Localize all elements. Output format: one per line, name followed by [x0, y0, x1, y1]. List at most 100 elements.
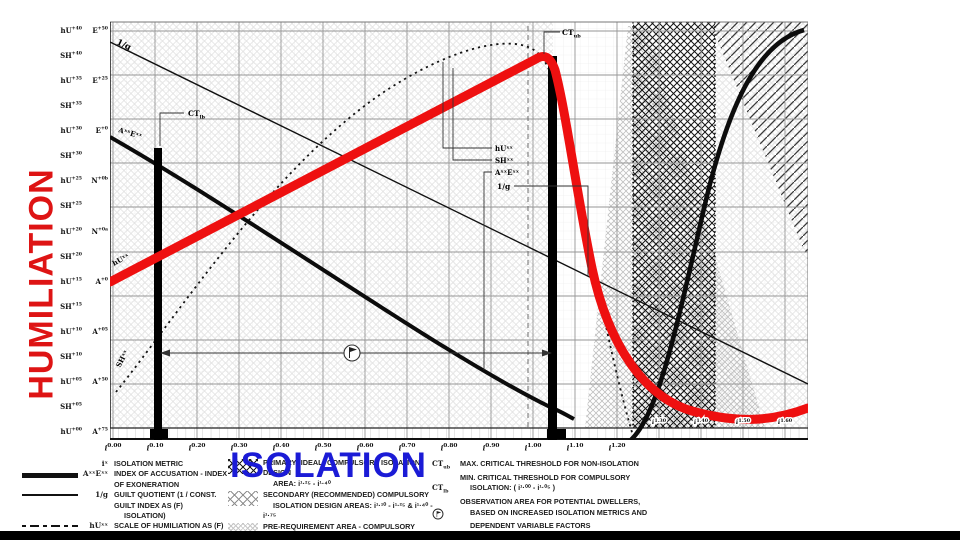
callout-g-label: 1/g	[497, 182, 511, 191]
y-label-secondary: A+75	[92, 427, 108, 437]
thin-line-swatch	[22, 493, 78, 496]
y-label-secondary: A+0	[95, 276, 108, 286]
y-axis-label-row: hU+25 N+0b	[50, 168, 112, 193]
arrowhead-right	[542, 349, 552, 357]
y-label-hu-sh: hU+30	[60, 126, 82, 136]
y-axis-label-row: SH+20	[50, 244, 112, 269]
callout-sh-label: SHˣˣ	[495, 156, 514, 165]
x-axis-tick: i0.40	[272, 443, 290, 453]
x-axis-tick: i0.80	[440, 443, 458, 453]
x-axis-tick: i0.70	[398, 443, 416, 453]
observer-icon	[432, 508, 444, 519]
y-label-secondary: N+0a	[91, 226, 108, 236]
thick-line-swatch	[22, 472, 78, 478]
diamond-hatch-swatch	[228, 491, 258, 507]
y-axis-label-row: hU+00 A+75	[50, 419, 112, 444]
y-axis-label-row: hU+30 E+0	[50, 118, 112, 143]
legend-row-guilt-quotient: 1/g GUILT QUOTIENT (1 / CONST. GUILT IND…	[22, 490, 228, 521]
x-tick-inside-160: i1.60	[778, 418, 793, 426]
y-axis-label-row: SH+40	[50, 43, 112, 68]
x-tick-inside-130: i1.30	[652, 418, 667, 426]
y-label-hu-sh: SH+20	[60, 251, 82, 261]
y-label-hu-sh: SH+35	[60, 101, 82, 111]
y-axis-label-row: hU+35 E+25	[50, 68, 112, 93]
y-label-hu-sh: SH+40	[60, 51, 82, 61]
y-label-hu-sh: SH+10	[60, 351, 82, 361]
y-axis-label-row: SH+25	[50, 193, 112, 218]
x-tick-inside-140: i1.40	[694, 418, 709, 426]
y-label-secondary: A+50	[92, 376, 108, 386]
legend-row-primary-area: PRIMARY (IDEAL) COMPULSORY ISOLATION DES…	[228, 458, 434, 489]
crosshatch-swatch	[228, 459, 258, 474]
y-label-hu-sh: hU+40	[60, 26, 82, 36]
y-label-hu-sh: hU+15	[60, 276, 82, 286]
ct-ub-label: CTub	[562, 28, 581, 40]
y-label-secondary: E+25	[92, 76, 108, 86]
x-axis-tick: i0.60	[356, 443, 374, 453]
y-label-hu-sh: hU+10	[60, 326, 82, 336]
y-label-hu-sh: SH+05	[60, 401, 82, 411]
x-axis-tick: i0.30	[230, 443, 248, 453]
callout-ae-label: AˣˣEˣˣ	[494, 168, 520, 177]
legend-row-ct-ub: CTub MAX. CRITICAL THRESHOLD FOR NON-ISO…	[432, 459, 639, 471]
legend-row-isolation-metric: iˣ ISOLATION METRIC	[101, 459, 184, 468]
x-axis-title: ISOLATION	[230, 446, 427, 485]
y-axis-label-row: SH+15	[50, 294, 112, 319]
humiliation-curve	[110, 52, 808, 424]
observer-icon-flag	[349, 347, 357, 358]
y-label-hu-sh: SH+25	[60, 201, 82, 211]
y-label-hu-sh: hU+05	[60, 376, 82, 386]
y-label-hu-sh: SH+15	[60, 301, 82, 311]
legend-row-ct-lb-line1: MIN. CRITICAL THRESHOLD FOR COMPULSORY	[460, 472, 631, 482]
dash-dot-line-swatch	[22, 524, 78, 527]
y-label-secondary: E+50	[92, 26, 108, 36]
y-label-hu-sh: hU+00	[60, 427, 82, 437]
x-axis-tick: i1.00	[524, 443, 542, 453]
y-label-hu-sh: SH+30	[60, 151, 82, 161]
y-label-hu-sh: hU+20	[60, 226, 82, 236]
guilt-quotient-line	[110, 41, 808, 385]
legend-row-observation-line2: BASED ON INCREASED ISOLATION METRICS AND	[432, 508, 682, 521]
ct-lb-label: CTlb	[188, 109, 205, 121]
x-axis-tick: i0.00	[104, 443, 122, 453]
y-axis-label-row: SH+30	[50, 143, 112, 168]
threshold-bar-right	[548, 56, 557, 440]
threshold-bar-left	[154, 148, 162, 440]
callout-hu-label: hUˣˣ	[495, 144, 514, 153]
primary-crosshatch-area	[633, 22, 715, 428]
observer-icon	[343, 344, 361, 362]
y-axis-label-row: SH+35	[50, 93, 112, 118]
x-axis-tick: i1.10	[566, 443, 584, 453]
x-axis-tick-labels: i0.00 i0.10 i0.20 i0.30 i0.40 i0.50 i0.60 i0.70…	[92, 443, 638, 452]
x-axis-tick: i0.10	[146, 443, 164, 453]
secondary-diagonal-area	[710, 22, 808, 260]
y-label-hu-sh: hU+25	[60, 176, 82, 186]
x-axis-tick: i0.90	[482, 443, 500, 453]
y-label-hu-sh: hU+35	[60, 76, 82, 86]
y-axis-label-row: hU+05 A+50	[50, 369, 112, 394]
chart-canvas: hUˣˣ SHˣˣ AˣˣEˣˣ 1/g CTub CTlb 1/g AˣˣEˣ…	[110, 21, 808, 440]
legend-left-column: iˣ ISOLATION METRIC AˣˣEˣˣ INDEX OF ACCU…	[22, 459, 228, 540]
accusation-exoneration-curve	[110, 135, 575, 421]
threshold-axis-block-right	[547, 429, 566, 439]
y-label-secondary: E+0	[95, 126, 108, 136]
y-axis-label-row: hU+10 A+05	[50, 319, 112, 344]
legend-row-secondary-area: SECONDARY (RECOMMENDED) COMPULSORY ISOLAT…	[228, 490, 434, 521]
y-axis-label-row: SH+05	[50, 394, 112, 419]
y-axis-label-row: hU+40 E+50	[50, 18, 112, 43]
y-axis-labels: hU+40 E+50 SH+40 hU+35 E+25 SH+35 hU+30 …	[50, 18, 112, 444]
y-label-secondary: A+05	[92, 326, 108, 336]
legend-right-column: CTub MAX. CRITICAL THRESHOLD FOR NON-ISO…	[432, 459, 682, 531]
threshold-axis-block-left	[150, 429, 168, 439]
accusation-exoneration-sigmoid	[627, 27, 805, 440]
arrowhead-left	[160, 349, 170, 357]
plot-border	[110, 21, 808, 440]
y-axis-label-row: hU+20 N+0a	[50, 219, 112, 244]
y-label-secondary: N+0b	[91, 176, 108, 186]
legend-row-accusation: AˣˣEˣˣ INDEX OF ACCUSATION - INDEX OF EX…	[22, 469, 228, 490]
legend-row-ct-lb-line2: CTlb ISOLATION: ( i¹·⁰⁰ - i¹·⁰⁵ )	[432, 483, 556, 495]
x-axis-tick: i0.20	[188, 443, 206, 453]
x-tick-inside-150: i1.50	[736, 418, 751, 426]
y-axis-label-row: SH+10	[50, 344, 112, 369]
